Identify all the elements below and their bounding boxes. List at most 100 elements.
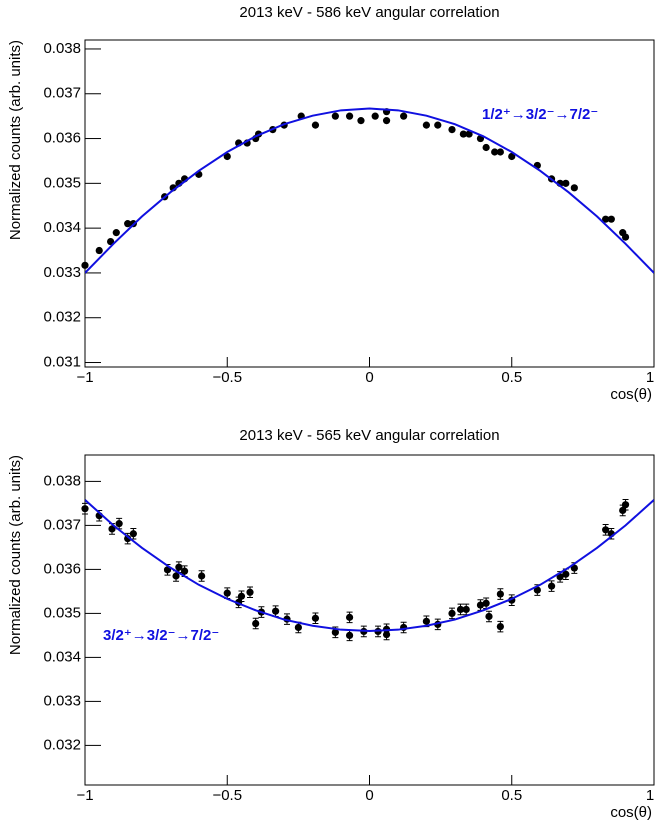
data-point bbox=[448, 125, 456, 134]
data-point bbox=[496, 623, 504, 631]
x-tick-label: 0.5 bbox=[501, 369, 522, 386]
data-point bbox=[485, 612, 493, 621]
data-point bbox=[237, 592, 246, 600]
data-point bbox=[246, 588, 254, 596]
data-point bbox=[172, 572, 180, 580]
fit-curve bbox=[85, 499, 654, 633]
data-point bbox=[462, 605, 470, 614]
annotation: 1/2⁺→3/2⁻→7/2⁻ bbox=[482, 106, 598, 123]
data-point bbox=[198, 572, 206, 580]
data-point bbox=[357, 117, 365, 125]
panel: 2013 keV - 586 keV angular correlation 0.… bbox=[7, 4, 655, 403]
data-point bbox=[562, 179, 570, 187]
data-point bbox=[496, 590, 504, 598]
data-point bbox=[465, 130, 473, 138]
y-tick-label: 0.031 bbox=[43, 353, 81, 370]
annotation: 3/2⁺→3/2⁻→7/2⁻ bbox=[103, 627, 219, 644]
data-point bbox=[252, 619, 260, 628]
plot-frame bbox=[84, 454, 655, 786]
y-tick-label: 0.033 bbox=[43, 692, 81, 709]
x-tick-label: −1 bbox=[76, 787, 93, 804]
x-axis-label: cos(θ) bbox=[610, 804, 652, 821]
data-point bbox=[459, 130, 467, 138]
data-point bbox=[345, 613, 354, 621]
data-point bbox=[508, 152, 516, 161]
data-point bbox=[533, 586, 541, 594]
y-tick-label: 0.032 bbox=[43, 736, 81, 753]
x-tick-label: 0 bbox=[365, 369, 373, 386]
data-point bbox=[345, 112, 354, 120]
x-tick-label: −0.5 bbox=[212, 787, 242, 804]
y-tick-label: 0.036 bbox=[43, 560, 81, 577]
data-point bbox=[107, 237, 115, 246]
y-tick-label: 0.035 bbox=[43, 604, 81, 621]
y-tick-label: 0.034 bbox=[43, 219, 81, 236]
data-point bbox=[482, 143, 490, 152]
data-point bbox=[115, 520, 123, 528]
data-point bbox=[382, 117, 391, 125]
data-point bbox=[448, 609, 456, 618]
data-point bbox=[331, 628, 339, 636]
x-tick-label: 1 bbox=[646, 787, 654, 804]
data-point bbox=[81, 261, 89, 269]
data-point bbox=[496, 148, 504, 156]
data-point bbox=[108, 525, 116, 533]
data-point bbox=[422, 617, 430, 625]
y-tick-label: 0.034 bbox=[43, 648, 81, 665]
data-point bbox=[223, 589, 231, 597]
y-tick-label: 0.032 bbox=[43, 309, 81, 326]
y-tick-label: 0.038 bbox=[43, 40, 81, 57]
data-point bbox=[621, 233, 630, 241]
data-point bbox=[400, 112, 408, 120]
data-point bbox=[371, 112, 379, 120]
data-point bbox=[602, 526, 610, 534]
y-tick-label: 0.036 bbox=[43, 130, 81, 147]
data-point bbox=[602, 215, 610, 223]
x-tick-label: 0 bbox=[365, 787, 373, 804]
y-axis-label: Normalized counts (arb. units) bbox=[7, 40, 24, 240]
x-tick-label: 1 bbox=[646, 369, 654, 386]
data-point bbox=[456, 605, 465, 614]
fit-curve bbox=[85, 107, 654, 274]
data-point bbox=[311, 614, 320, 622]
chart-title: 2013 keV - 586 keV angular correlation bbox=[239, 4, 499, 21]
data-point bbox=[482, 599, 490, 607]
data-point bbox=[434, 121, 442, 129]
data-point bbox=[294, 623, 302, 632]
data-point bbox=[331, 112, 339, 120]
y-axis-label: Normalized counts (arb. units) bbox=[7, 455, 24, 655]
y-tick-label: 0.038 bbox=[43, 472, 81, 489]
data-point bbox=[95, 246, 103, 255]
x-tick-label: −1 bbox=[76, 369, 93, 386]
data-point bbox=[223, 152, 231, 161]
x-tick-label: −0.5 bbox=[212, 369, 242, 386]
data-point bbox=[175, 563, 183, 571]
data-point bbox=[476, 601, 485, 609]
x-tick-label: 0.5 bbox=[501, 787, 522, 804]
chart-title: 2013 keV - 565 keV angular correlation bbox=[239, 427, 499, 444]
plot-frame bbox=[84, 39, 655, 368]
y-tick-label: 0.035 bbox=[43, 174, 81, 191]
data-point bbox=[556, 573, 564, 581]
data-point bbox=[345, 631, 354, 640]
data-point bbox=[621, 501, 630, 509]
x-axis-label: cos(θ) bbox=[610, 386, 652, 403]
data-point bbox=[570, 564, 578, 572]
data-point bbox=[129, 530, 137, 538]
data-point bbox=[112, 229, 120, 237]
panel: 2013 keV - 565 keV angular correlation 0.… bbox=[7, 427, 655, 821]
data-point bbox=[311, 121, 320, 129]
data-point bbox=[124, 220, 132, 228]
y-tick-label: 0.033 bbox=[43, 264, 81, 281]
data-point bbox=[180, 567, 189, 575]
data-point bbox=[570, 184, 578, 192]
y-tick-label: 0.037 bbox=[43, 516, 81, 533]
data-point bbox=[422, 121, 430, 129]
data-point bbox=[607, 215, 615, 223]
data-point bbox=[81, 505, 89, 513]
data-point bbox=[272, 607, 280, 615]
data-point bbox=[491, 148, 499, 156]
y-tick-label: 0.037 bbox=[43, 85, 81, 102]
data-point bbox=[547, 582, 556, 590]
